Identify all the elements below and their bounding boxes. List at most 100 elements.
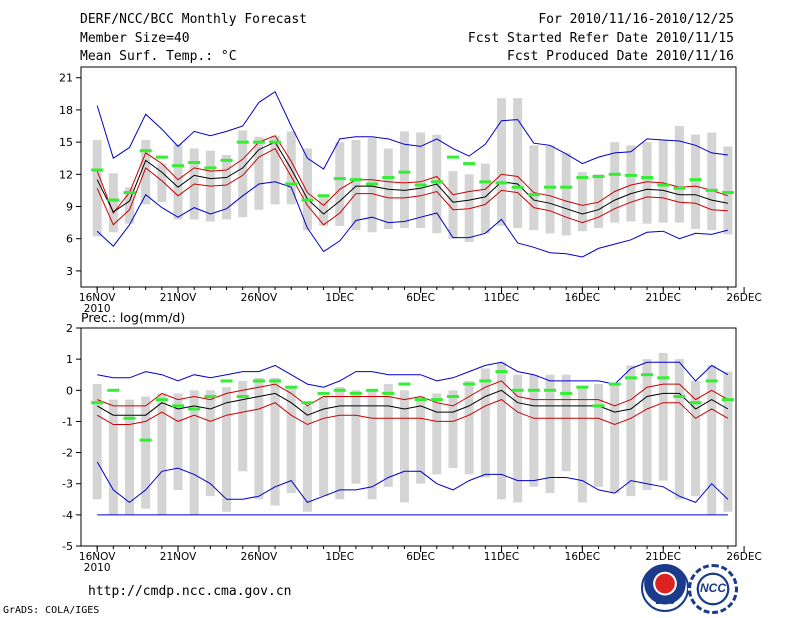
ensemble-range-bar bbox=[416, 132, 426, 228]
forecast-mark bbox=[301, 198, 314, 202]
x-tick-label: 11DEC bbox=[484, 292, 519, 304]
bcc-logo-text: BCC bbox=[655, 596, 675, 606]
forecast-mark bbox=[366, 182, 379, 186]
forecast-mark bbox=[172, 164, 185, 168]
forecast-mark bbox=[511, 388, 524, 392]
ensemble-range-bar bbox=[367, 390, 377, 500]
ensemble-range-bar bbox=[577, 387, 587, 503]
forecast-mark bbox=[123, 191, 136, 195]
ensemble-range-bar bbox=[157, 393, 167, 515]
ensemble-range-bar bbox=[448, 390, 458, 469]
forecast-mark bbox=[624, 376, 637, 380]
forecast-mark bbox=[721, 191, 734, 195]
x-tick-label: 26NOV bbox=[241, 292, 278, 304]
forecast-mark bbox=[252, 379, 265, 383]
forecast-mark bbox=[349, 178, 362, 182]
forecast-mark bbox=[333, 388, 346, 392]
forecast-mark bbox=[139, 438, 152, 442]
ensemble-range-bar bbox=[173, 393, 183, 490]
forecast-mark bbox=[608, 382, 621, 386]
temperature-panel: 3 6 9 12 15 18 21 16NOV 21NOV 26NOV 1DEC 6DEC 11DEC 1… bbox=[59, 66, 762, 315]
ensemble-range-bar bbox=[189, 390, 199, 515]
forecast-mark bbox=[641, 176, 654, 180]
start-date-label: Fcst Started Refer Date 2010/11/15 bbox=[467, 31, 734, 46]
bcc-logo: BCC bbox=[641, 564, 689, 612]
ensemble-range-bar bbox=[238, 380, 248, 472]
ensemble-range-bar bbox=[286, 131, 296, 205]
ensemble-range-bar bbox=[238, 130, 248, 218]
ensemble-range-bar bbox=[561, 374, 571, 472]
produced-date-label: Fcst Produced Date 2010/11/16 bbox=[507, 49, 734, 64]
forecast-mark bbox=[414, 398, 427, 402]
forecast-mark bbox=[220, 379, 233, 383]
forecast-mark bbox=[495, 370, 508, 374]
ensemble-range-bar bbox=[335, 142, 345, 226]
precipitation-panel: -5 -4 -3 -2 -1 0 1 2 16NOV 21NOV 26NOV 1DEC 6DEC 11DE… bbox=[62, 322, 762, 574]
source-url: http://cmdp.ncc.cma.gov.cn bbox=[88, 584, 292, 599]
x-tick-label: 16DEC bbox=[565, 551, 600, 563]
plot-frame bbox=[80, 66, 737, 288]
ensemble-range-bar bbox=[270, 135, 280, 205]
forecast-mark bbox=[689, 178, 702, 182]
x-tick-label: 26DEC bbox=[726, 292, 761, 304]
forecast-period: For 2010/11/16-2010/12/25 bbox=[538, 12, 734, 27]
ensemble-range-bar bbox=[92, 139, 102, 237]
ensemble-range-bar bbox=[335, 387, 345, 500]
forecast-mark bbox=[527, 193, 540, 197]
y-tick-label: -3 bbox=[62, 478, 73, 491]
forecast-mark bbox=[624, 173, 637, 177]
forecast-mark bbox=[188, 407, 201, 411]
forecast-mark bbox=[188, 161, 201, 165]
forecast-mark bbox=[592, 404, 605, 408]
x-year-label: 2010 bbox=[84, 303, 111, 315]
ensemble-range-bar bbox=[691, 380, 701, 497]
ensemble-range-bar bbox=[642, 359, 652, 490]
ensemble-range-bar bbox=[205, 390, 215, 497]
ensemble-range-bar bbox=[594, 384, 604, 487]
forecast-mark bbox=[527, 388, 540, 392]
forecast-mark bbox=[285, 385, 298, 389]
x-tick-label: 1DEC bbox=[325, 551, 354, 563]
forecast-mark bbox=[544, 185, 557, 189]
ensemble-range-bar bbox=[399, 131, 409, 228]
forecast-mark bbox=[155, 398, 168, 402]
ensemble-range-bar bbox=[594, 174, 604, 228]
forecast-mark bbox=[398, 382, 411, 386]
y-tick-label: -1 bbox=[62, 415, 73, 428]
ensemble-range-bar bbox=[416, 396, 426, 484]
forecast-mark bbox=[123, 416, 136, 420]
y-tick-label: 12 bbox=[59, 168, 73, 181]
forecast-mark bbox=[382, 391, 395, 395]
ensemble-range-bar bbox=[302, 148, 312, 231]
forecast-mark bbox=[366, 388, 379, 392]
ensemble-range-bar bbox=[658, 139, 668, 223]
forecast-mark bbox=[172, 404, 185, 408]
forecast-mark bbox=[269, 379, 282, 383]
forecast-mark bbox=[544, 388, 557, 392]
ensemble-range-bar bbox=[351, 390, 361, 484]
ensemble-range-bar bbox=[529, 374, 539, 487]
forecast-mark bbox=[657, 376, 670, 380]
ncc-logo-text: NCC bbox=[700, 581, 726, 595]
forecast-mark bbox=[91, 401, 104, 405]
forecast-mark bbox=[91, 168, 104, 172]
ensemble-range-bar bbox=[92, 384, 102, 500]
forecast-mark bbox=[576, 385, 589, 389]
x-tick-label: 26DEC bbox=[726, 551, 761, 563]
forecast-mark bbox=[705, 188, 718, 192]
ensemble-range-bar bbox=[254, 377, 264, 500]
precip-panel-title: Prec.: log(mm/d) bbox=[81, 310, 185, 325]
ensemble-range-bar bbox=[399, 390, 409, 503]
ensemble-range-bar bbox=[480, 163, 490, 234]
member-size-label: Member Size=40 bbox=[80, 31, 190, 46]
forecast-mark bbox=[398, 170, 411, 174]
forecast-mark bbox=[430, 180, 443, 184]
y-tick-label: 1 bbox=[66, 353, 73, 366]
y-tick-label: 6 bbox=[66, 233, 73, 246]
ensemble-range-bar bbox=[480, 368, 490, 478]
x-tick-label: 16NOV bbox=[79, 292, 116, 304]
forecast-mark bbox=[689, 401, 702, 405]
ensemble-range-bar bbox=[319, 396, 329, 497]
ensemble-range-bar bbox=[610, 142, 620, 223]
ensemble-range-bar bbox=[464, 174, 474, 242]
